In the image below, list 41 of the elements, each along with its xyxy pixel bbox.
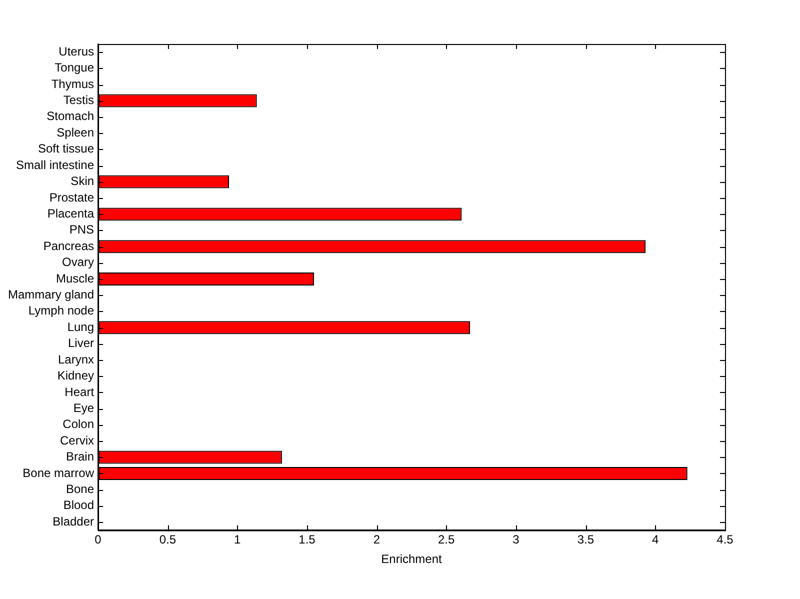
- y-tick-label: Liver: [68, 336, 94, 350]
- y-tick-label: Uterus: [58, 44, 94, 58]
- y-tick-label: Prostate: [49, 190, 94, 204]
- x-tick-label: 4.5: [716, 532, 734, 547]
- y-tick-label: Thymus: [51, 76, 94, 91]
- x-tick-label: 3.5: [577, 532, 594, 547]
- y-tick-label: Placenta: [47, 206, 94, 220]
- y-tick-label: Kidney: [57, 368, 94, 383]
- x-tick-label: 4: [652, 532, 659, 547]
- y-tick-label: Spleen: [56, 125, 94, 140]
- x-tick-label: 2: [373, 532, 380, 547]
- x-tick-label: 0: [94, 532, 102, 547]
- y-tick-label: Bone marrow: [22, 466, 94, 480]
- y-tick-label: Stomach: [46, 109, 94, 124]
- y-tick-label: Pancreas: [43, 238, 94, 253]
- y-tick-label: Eye: [73, 400, 94, 415]
- y-tick-label: Larynx: [58, 352, 94, 366]
- x-tick-label: 3: [512, 532, 520, 547]
- x-tick-label: 0.5: [159, 532, 176, 547]
- y-tick-label: Soft tissue: [38, 142, 94, 156]
- y-tick-label: Lymph node: [28, 304, 94, 318]
- y-tick-label: Ovary: [62, 255, 94, 270]
- y-tick-label: Testis: [63, 93, 94, 108]
- y-tick-label: Colon: [62, 417, 94, 432]
- x-axis-title: Enrichment: [381, 552, 443, 566]
- x-tick-label: 1.5: [298, 532, 316, 547]
- y-tick-label: Mammary gland: [8, 288, 94, 302]
- y-tick-label: Cervix: [60, 433, 94, 448]
- y-tick-label: Muscle: [56, 271, 94, 286]
- y-tick-label: Tongue: [54, 60, 94, 75]
- y-tick-label: Heart: [64, 384, 95, 399]
- x-tick-label: 1: [234, 532, 242, 547]
- y-tick-label: Blood: [63, 498, 94, 512]
- y-tick-label: PNS: [69, 222, 94, 237]
- y-tick-label: Small intestine: [16, 158, 94, 172]
- y-tick-label: Brain: [66, 450, 94, 464]
- y-tick-label: Bone: [66, 482, 94, 496]
- y-tick-label: Bladder: [52, 514, 94, 528]
- y-tick-label: Lung: [67, 320, 94, 334]
- x-tick-label: 2.5: [438, 532, 456, 547]
- y-tick-label: Skin: [70, 174, 94, 188]
